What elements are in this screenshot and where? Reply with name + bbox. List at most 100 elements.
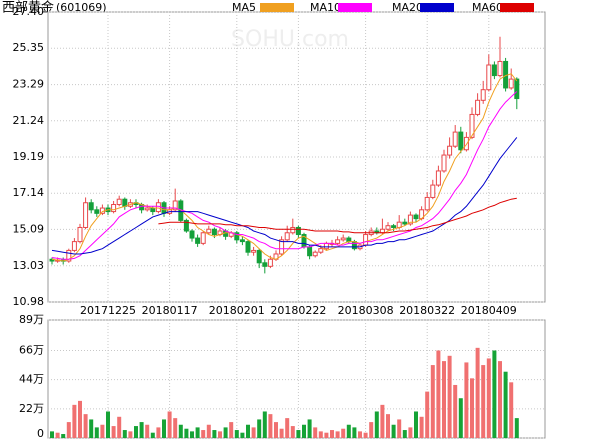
volume-bar xyxy=(302,424,306,438)
candle-body xyxy=(290,226,296,234)
stock-code: (601069) xyxy=(56,1,107,14)
chart-title: 西部黄金 xyxy=(2,0,54,16)
candle-body xyxy=(486,64,492,91)
volume-bar xyxy=(442,361,446,438)
volume-bar xyxy=(481,365,486,438)
candle-body xyxy=(88,202,94,211)
volume-bar xyxy=(83,414,88,438)
candle-body xyxy=(413,214,419,220)
volume-bar xyxy=(475,347,480,438)
volume-bar xyxy=(414,411,418,438)
volume-bar xyxy=(111,426,116,438)
watermark: SOHU.com xyxy=(231,27,349,52)
legend-swatch xyxy=(260,3,294,12)
candle-body xyxy=(379,228,385,234)
volume-bar xyxy=(296,430,301,438)
volume-bar xyxy=(178,424,183,438)
volume-bar xyxy=(134,426,138,438)
y-tick-label: 21.24 xyxy=(13,114,45,127)
candle-body xyxy=(318,248,324,253)
volume-bar xyxy=(246,424,250,438)
candle-body xyxy=(267,258,273,267)
volume-bar xyxy=(61,434,66,438)
candle-body xyxy=(245,241,251,253)
volume-bar xyxy=(503,371,508,438)
candle-body xyxy=(234,232,240,241)
ma-line xyxy=(158,197,517,234)
volume-bar xyxy=(352,427,357,438)
volume-bar xyxy=(391,424,396,438)
candle-body xyxy=(363,234,369,246)
volume-bar xyxy=(274,422,278,438)
candle-body xyxy=(307,246,313,257)
price-frame xyxy=(47,11,546,303)
volume-bar xyxy=(397,419,402,438)
candle-body xyxy=(83,202,89,228)
ma-line xyxy=(51,137,518,255)
legend-swatch xyxy=(338,3,372,12)
volume-bar xyxy=(212,430,217,438)
x-tick-label: 20180409 xyxy=(461,304,517,317)
volume-bar xyxy=(324,432,329,438)
x-tick-label: 20180322 xyxy=(399,304,455,317)
candle-body xyxy=(239,239,245,243)
candle-body xyxy=(351,241,357,250)
candle-body xyxy=(251,249,257,253)
volume-bar xyxy=(128,431,133,438)
candle-body xyxy=(94,209,100,214)
volume-bar xyxy=(234,430,239,438)
ma-line xyxy=(51,91,518,260)
candle-body xyxy=(508,78,514,89)
candle-body xyxy=(144,207,150,211)
y-tick-label: 17.14 xyxy=(13,186,45,199)
volume-bar xyxy=(162,419,166,438)
volume-bar xyxy=(190,431,194,438)
y-tick-label: 19.19 xyxy=(13,150,45,163)
volume-tick-label: 66万 xyxy=(19,343,44,356)
volume-bar xyxy=(279,428,284,438)
candle-body xyxy=(514,78,520,100)
y-tick-label: 15.09 xyxy=(13,222,45,235)
candle-body xyxy=(447,145,453,156)
candle-body xyxy=(435,170,441,186)
volume-bar xyxy=(257,419,262,438)
volume-bar xyxy=(66,422,71,438)
candle-body xyxy=(150,207,156,213)
legend-swatch xyxy=(500,3,534,12)
candle-body xyxy=(391,225,397,228)
candle-body xyxy=(312,251,318,257)
candle-body xyxy=(424,196,430,211)
candle-body xyxy=(189,230,195,239)
volume-bar xyxy=(167,411,172,438)
volume-bar xyxy=(430,365,435,438)
candle-body xyxy=(111,204,117,213)
volume-bar xyxy=(363,432,368,438)
volume-bar xyxy=(106,411,110,438)
volume-bar xyxy=(509,382,514,438)
volume-bar xyxy=(251,427,256,438)
volume-bar xyxy=(313,427,318,438)
y-tick-label: 13.03 xyxy=(13,259,45,272)
volume-bar xyxy=(447,355,452,438)
volume-bar xyxy=(453,384,458,438)
volume-tick-label: 89万 xyxy=(19,313,44,326)
volume-bar xyxy=(402,430,407,438)
candle-body xyxy=(195,237,201,244)
x-tick-label: 20171225 xyxy=(80,304,136,317)
volume-bar xyxy=(386,414,390,438)
volume-bar xyxy=(201,430,206,438)
volume-bar xyxy=(50,431,54,438)
candle-body xyxy=(469,113,475,138)
volume-bar xyxy=(139,422,144,438)
candle-body xyxy=(211,228,217,236)
volume-bar xyxy=(425,391,430,438)
volume-bar xyxy=(268,414,273,438)
volume-bar xyxy=(436,350,441,438)
legend-label: MA5 xyxy=(232,1,256,14)
volume-bar xyxy=(330,430,334,438)
candle-body xyxy=(295,226,301,236)
volume-bar xyxy=(100,424,105,438)
ma-line xyxy=(51,73,518,262)
volume-bar xyxy=(89,419,94,438)
volume-bar xyxy=(358,431,362,438)
